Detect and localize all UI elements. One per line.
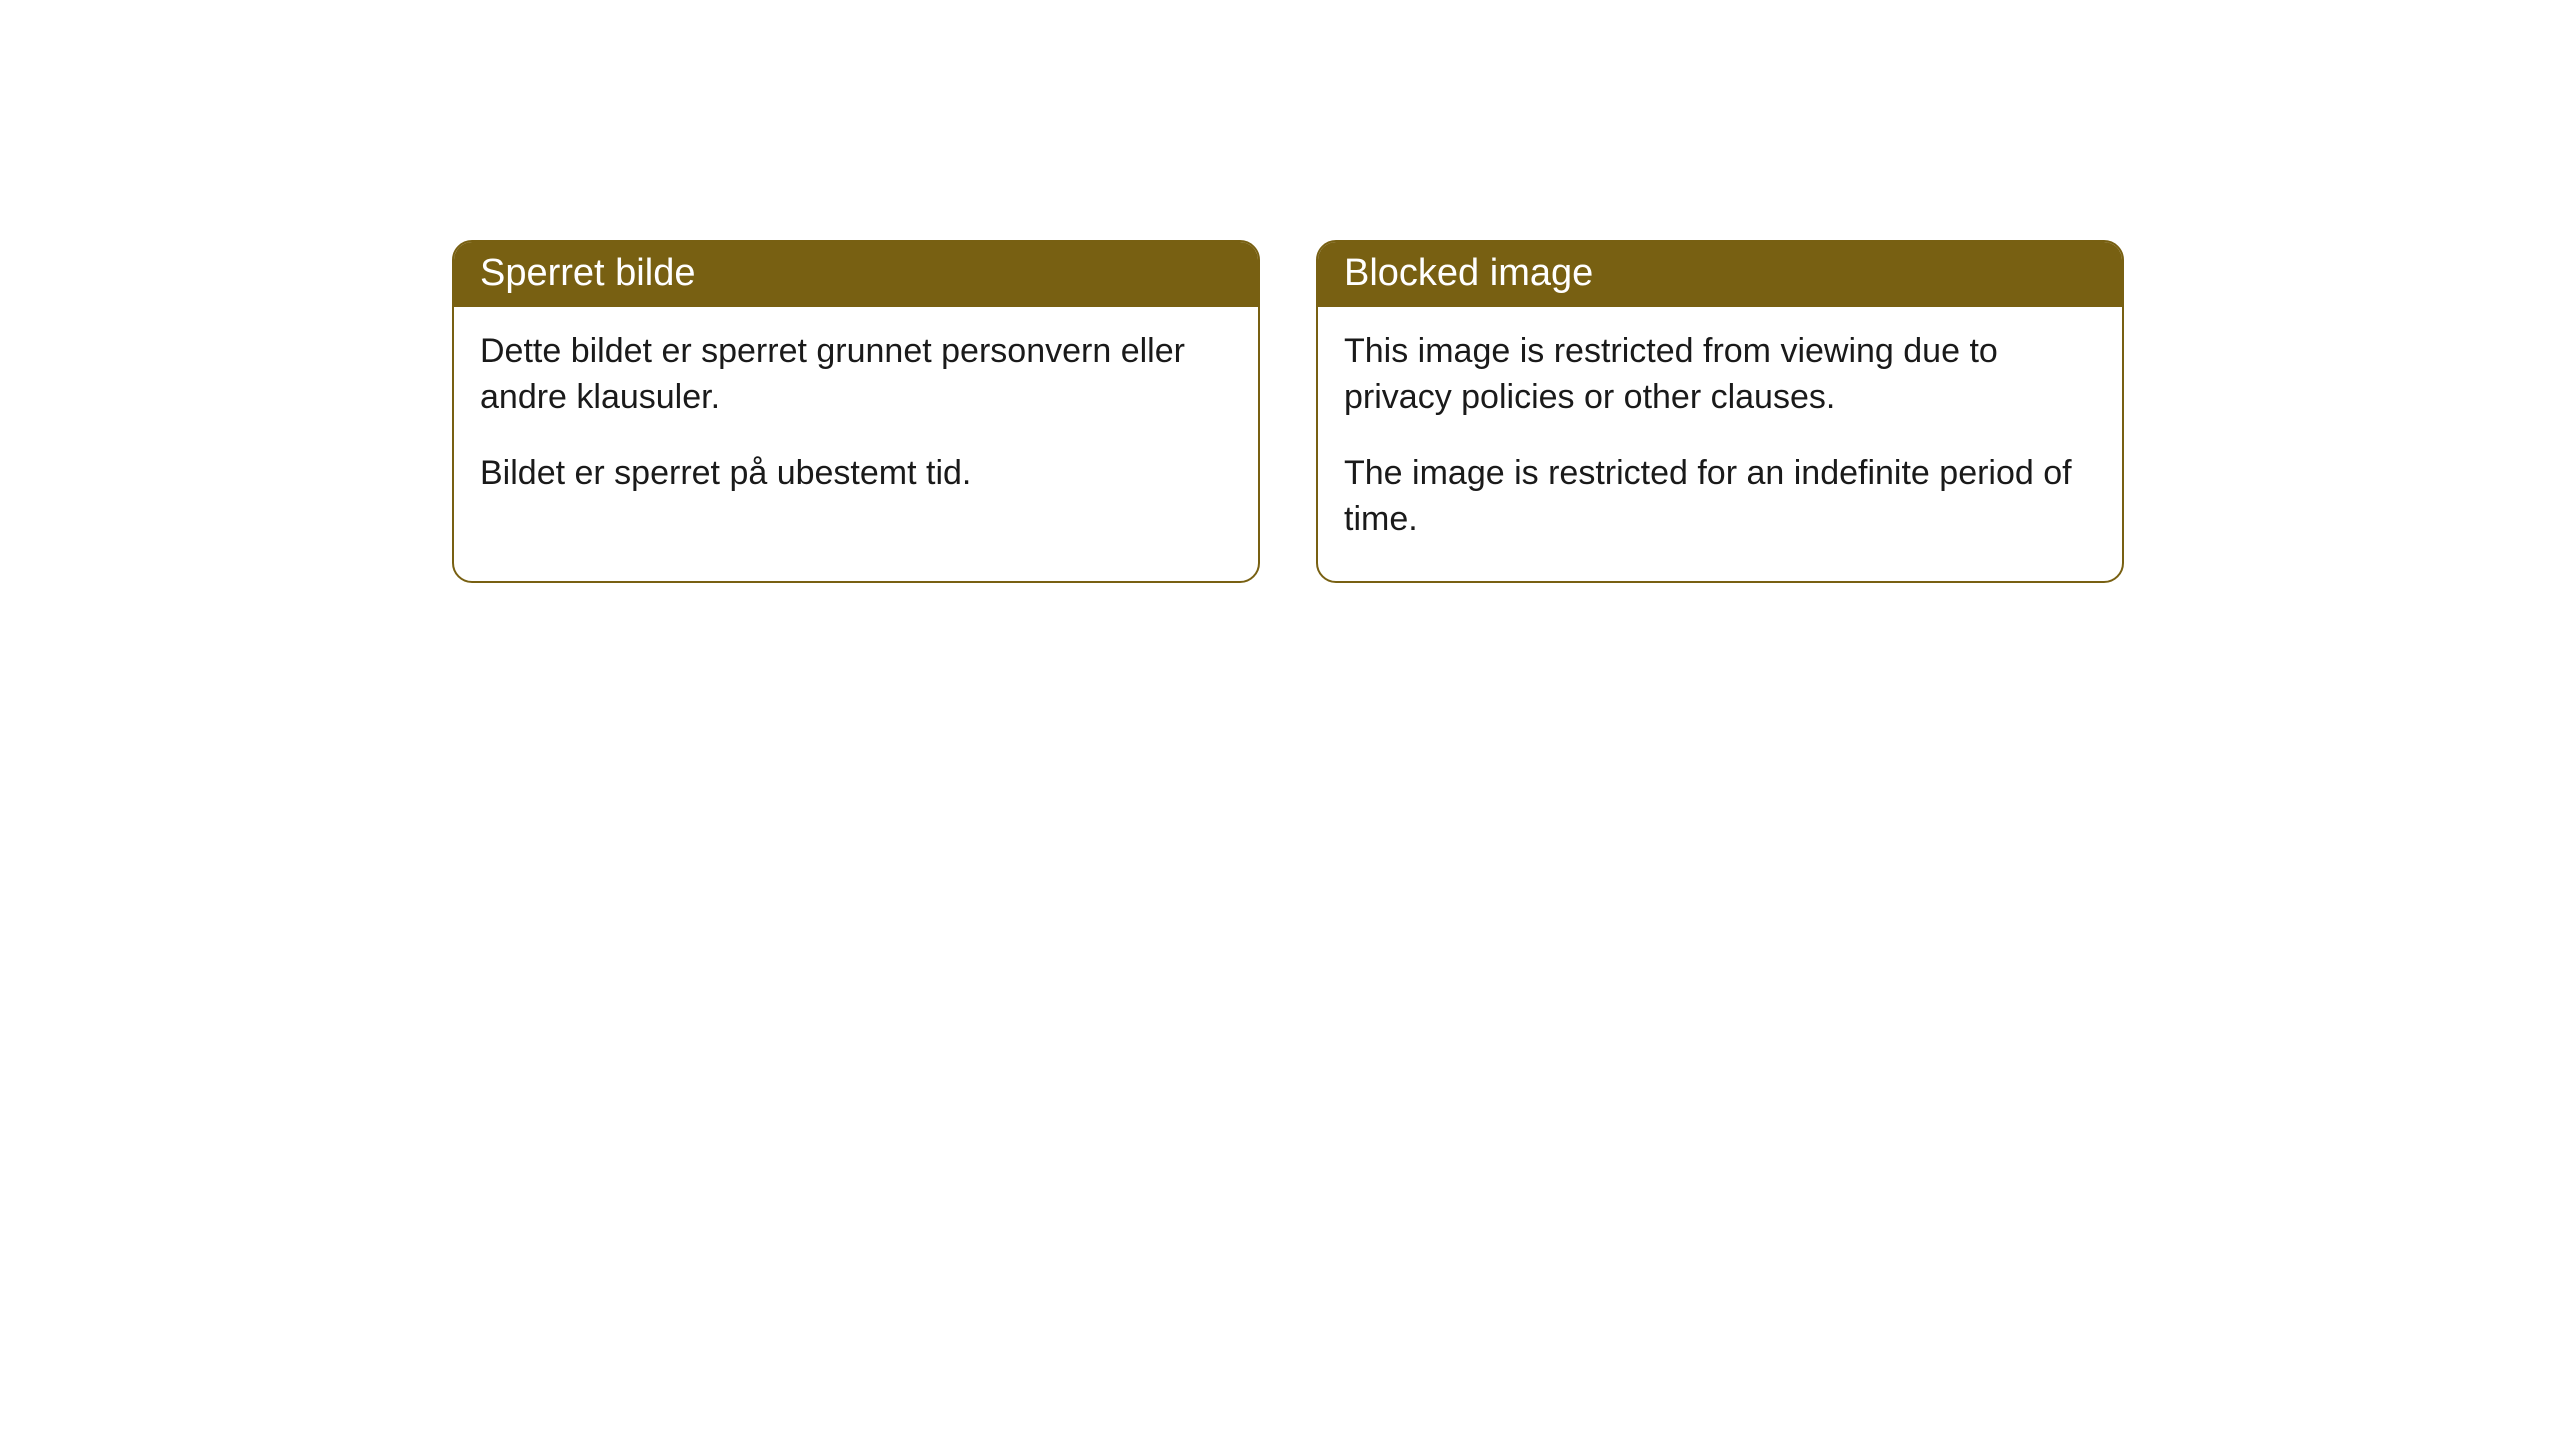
card-body: Dette bildet er sperret grunnet personve…: [454, 307, 1258, 535]
notice-card-norwegian: Sperret bilde Dette bildet er sperret gr…: [452, 240, 1260, 583]
card-paragraph-2: The image is restricted for an indefinit…: [1344, 451, 2096, 543]
card-body: This image is restricted from viewing du…: [1318, 307, 2122, 581]
card-paragraph-1: This image is restricted from viewing du…: [1344, 329, 2096, 421]
card-title: Blocked image: [1344, 252, 1593, 294]
notice-card-english: Blocked image This image is restricted f…: [1316, 240, 2124, 583]
cards-container: Sperret bilde Dette bildet er sperret gr…: [452, 240, 2124, 583]
card-paragraph-1: Dette bildet er sperret grunnet personve…: [480, 329, 1232, 421]
card-header: Sperret bilde: [454, 242, 1258, 307]
card-paragraph-2: Bildet er sperret på ubestemt tid.: [480, 451, 1232, 497]
card-title: Sperret bilde: [480, 252, 695, 294]
card-header: Blocked image: [1318, 242, 2122, 307]
